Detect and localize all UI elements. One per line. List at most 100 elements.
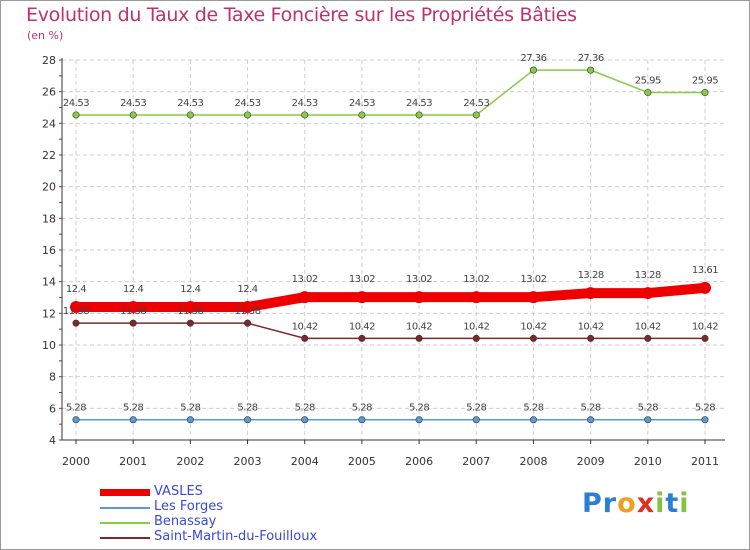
data-point [129,111,137,119]
y-tick-label: 6 [49,402,56,415]
data-label: 24.53 [349,98,375,109]
y-tick-label: 8 [49,371,56,384]
data-point [129,319,137,327]
data-point [186,319,194,327]
data-label: 5.28 [695,403,715,414]
series-line-vasles [71,282,710,312]
data-label: 12.4 [66,284,86,295]
data-label: 24.53 [234,98,260,109]
y-tick-label: 24 [42,117,56,130]
data-point [358,111,366,119]
data-point [472,111,480,119]
data-point [70,301,82,313]
legend-item: VASLES [100,485,360,499]
data-point [584,287,597,300]
data-label: 10.42 [520,321,546,332]
x-tick-label: 2000 [62,455,90,468]
y-tick-label: 14 [42,276,56,289]
x-tick-label: 2002 [176,455,204,468]
legend-swatch [100,489,150,496]
y-tick-label: 26 [42,86,56,99]
data-label: 13.02 [349,274,375,285]
data-label: 12.4 [180,284,200,295]
data-label: 5.28 [352,403,372,414]
data-point [72,319,80,327]
data-point [358,416,366,424]
data-point [701,416,709,424]
data-point [415,334,423,342]
y-tick-label: 22 [42,149,56,162]
data-point [529,416,537,424]
data-label: 5.28 [237,403,257,414]
data-label: 5.28 [581,403,601,414]
data-point [529,334,537,342]
data-label: 10.42 [635,321,661,332]
data-label: 13.02 [463,274,489,285]
data-point [358,334,366,342]
data-label: 5.28 [180,403,200,414]
data-point [641,287,654,300]
data-point [244,319,252,327]
data-point [644,416,652,424]
data-label: 12.4 [237,284,257,295]
data-label: 24.53 [406,98,432,109]
y-tick-label: 4 [49,434,56,447]
legend-swatch [100,522,150,524]
data-label: 10.42 [292,321,318,332]
data-point [127,301,140,313]
data-point [72,416,80,424]
logo-letter: x [636,488,656,519]
legend-label: Benassay [154,514,217,529]
data-point [355,291,368,304]
data-label: 13.28 [578,270,604,281]
data-point [186,416,194,424]
data-point [587,66,595,74]
data-label: 5.28 [409,403,429,414]
data-point [301,334,309,342]
data-point [472,416,480,424]
data-point [470,291,483,304]
data-point [587,416,595,424]
data-point [701,88,709,96]
proxiti-logo: Proxiti [582,488,690,519]
logo-letter: i [655,488,666,519]
data-label: 24.53 [63,98,89,109]
data-point [301,416,309,424]
legend-label: Saint-Martin-du-Fouilloux [154,529,318,544]
x-tick-label: 2006 [405,455,433,468]
x-tick-label: 2011 [691,455,719,468]
legend-label: Les Forges [154,499,224,514]
data-label: 24.53 [177,98,203,109]
legend-item: Saint-Martin-du-Fouilloux [100,530,360,544]
legend-item: Les Forges [100,500,360,514]
data-point [244,416,252,424]
data-label: 25.95 [635,75,661,86]
y-axis-unit-label: (en %) [27,29,64,42]
data-point [301,111,309,119]
data-label: 27.36 [578,53,604,64]
y-tick-label: 16 [42,244,56,257]
data-label: 24.53 [292,98,318,109]
x-tick-label: 2007 [462,455,490,468]
data-label: 5.28 [295,403,315,414]
data-point [129,416,137,424]
data-point [699,281,711,294]
data-label: 10.42 [692,321,718,332]
data-point [472,334,480,342]
x-tick-label: 2009 [577,455,605,468]
data-point [415,111,423,119]
data-point [527,291,540,304]
data-point [298,291,311,304]
data-point [186,111,194,119]
data-label: 13.02 [520,274,546,285]
legend-label: VASLES [154,484,203,499]
data-label: 13.61 [692,265,718,276]
data-label: 13.02 [406,274,432,285]
data-point [184,301,197,313]
data-label: 5.28 [66,403,86,414]
logo-letter: t [665,488,680,519]
data-point [244,111,252,119]
data-point [587,334,595,342]
legend-item: Benassay [100,515,360,529]
y-tick-label: 12 [42,307,56,320]
